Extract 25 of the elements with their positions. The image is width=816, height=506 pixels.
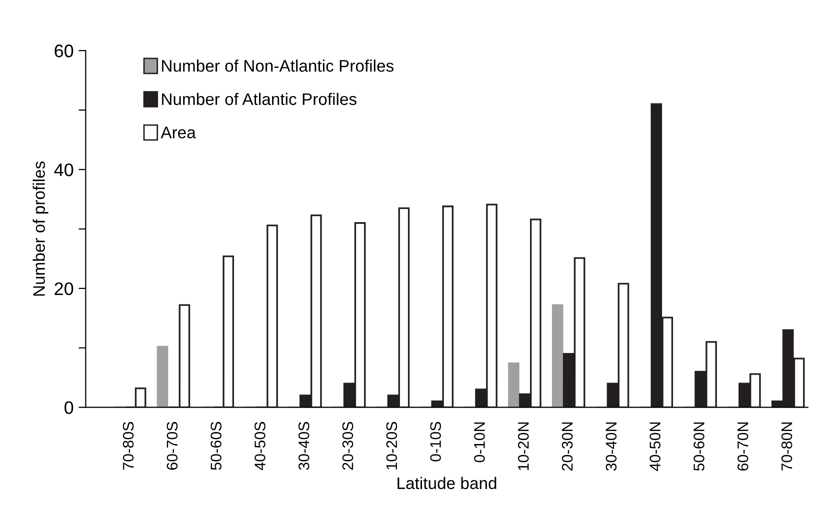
x-tick-label: 0-10S <box>430 422 441 462</box>
x-tick-label: 10-20N <box>518 422 529 470</box>
y-tick-label: 60 <box>54 44 74 58</box>
x-tick-label: 60-70N <box>737 422 748 471</box>
y-axis-title: Number of profiles <box>32 161 48 296</box>
x-tick-label: 20-30N <box>562 422 573 471</box>
y-tick-label: 0 <box>64 401 74 414</box>
x-tick-label: 50-60N <box>694 422 704 471</box>
x-tick-label: 60-70S <box>166 422 178 470</box>
x-tick-label: 40-50N <box>650 422 660 471</box>
x-tick-label: 30-40S <box>298 422 310 470</box>
x-axis-title: Latitude band <box>398 476 496 490</box>
x-tick-label: 50-60S <box>210 422 222 470</box>
x-tick-label: 70-80S <box>122 422 134 470</box>
x-tick-label: 40-50S <box>254 422 266 470</box>
x-tick-label: 30-40N <box>606 422 617 471</box>
y-tick-label: 20 <box>54 282 74 296</box>
legend-label: Area <box>160 126 196 138</box>
legend-label: Number of Atlantic Profiles <box>162 92 356 106</box>
x-tick-label: 70-80N <box>781 422 792 471</box>
y-tick-label: 40 <box>54 163 74 176</box>
x-tick-label: 0-10N <box>474 422 485 462</box>
x-tick-label: 10-20S <box>386 422 398 470</box>
x-tick-label: 20-30S <box>342 422 354 470</box>
legend-label: Number of Non-Atlantic Profiles <box>162 60 394 72</box>
